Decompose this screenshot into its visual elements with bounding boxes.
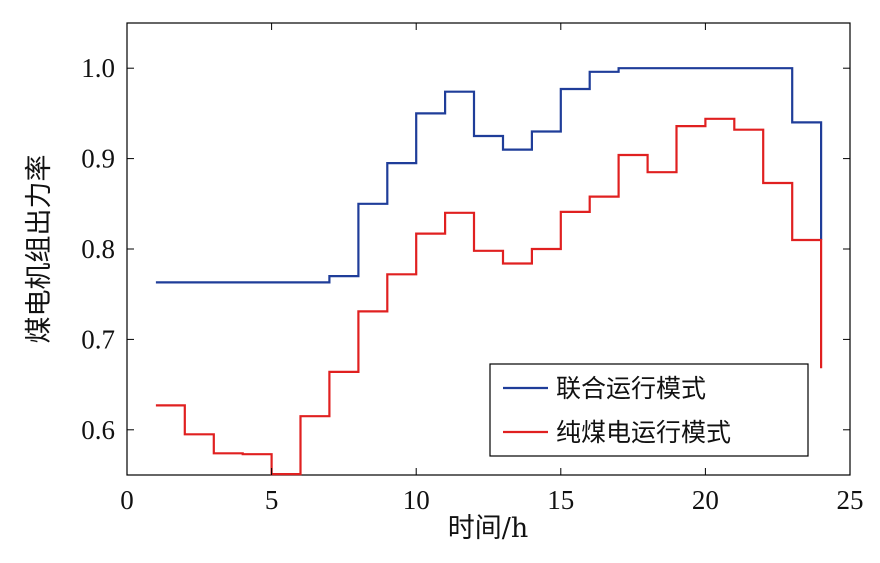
y-tick-label: 1.0 (81, 53, 115, 83)
x-tick-label: 25 (837, 485, 864, 515)
y-axis-title: 煤电机组出力率 (24, 155, 55, 344)
legend: 联合运行模式 纯煤电运行模式 (489, 363, 809, 457)
legend-label-combined: 联合运行模式 (556, 374, 706, 403)
legend-label-coal-only: 纯煤电运行模式 (556, 418, 731, 447)
series-line-combined (155, 67, 823, 284)
x-tick-label: 20 (692, 485, 719, 515)
x-tick-label: 10 (403, 485, 430, 515)
series-layer (155, 67, 823, 476)
x-axis-title: 时间/h (448, 513, 529, 544)
y-tick-label: 0.9 (81, 144, 115, 174)
y-tick-label: 0.6 (81, 415, 115, 445)
y-tick-label: 0.8 (81, 234, 115, 264)
x-tick-label: 5 (265, 485, 279, 515)
series-line-coal-only (155, 117, 823, 476)
x-tick-label: 0 (120, 485, 134, 515)
x-tick-label: 15 (547, 485, 574, 515)
y-tick-label: 0.7 (81, 324, 115, 354)
legend-box (489, 363, 809, 457)
axis-layer: 0 5 10 15 20 25 0.6 0.7 0.8 0.9 1.0 (81, 23, 864, 515)
